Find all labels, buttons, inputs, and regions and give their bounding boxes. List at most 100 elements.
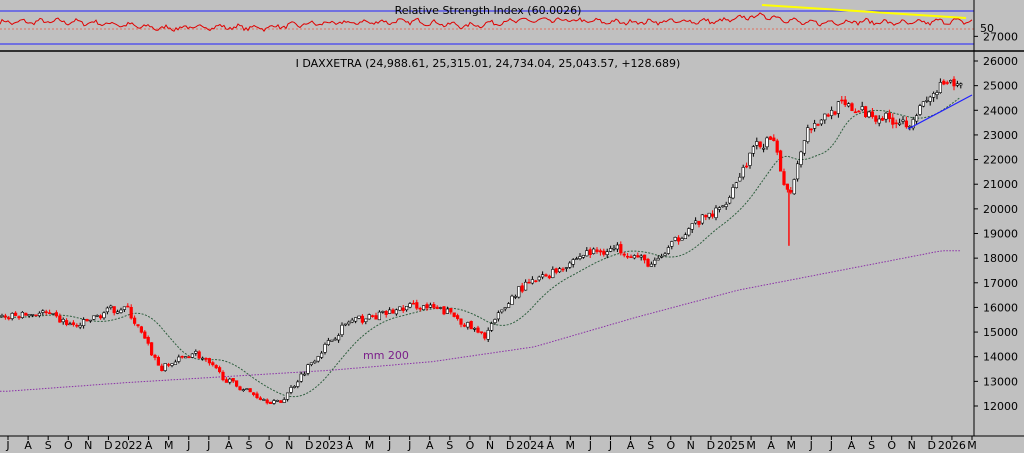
candle-body (897, 122, 902, 125)
candle-body (469, 320, 473, 330)
candle-body (65, 320, 69, 325)
candle-body (659, 255, 664, 258)
candle-body (503, 307, 507, 310)
candle-body (530, 279, 534, 284)
candle-body (693, 220, 698, 224)
candle-body (401, 307, 405, 311)
y-tick-label: 25000 (983, 80, 1018, 93)
candle-body (255, 393, 259, 398)
candle-body (428, 304, 433, 308)
candle-body (88, 319, 92, 322)
rsi-line (0, 12, 973, 32)
ma-200-label: mm 200 (363, 349, 409, 362)
candle-body (126, 305, 130, 308)
candle-body (642, 254, 647, 261)
candle-body (683, 234, 687, 239)
candle-body (870, 111, 874, 117)
candle-body (629, 256, 633, 259)
candle-body (279, 400, 283, 403)
y-tick-label: 17000 (983, 277, 1018, 290)
candle-body (435, 306, 439, 310)
candle-body (163, 363, 167, 371)
candle-body (41, 310, 45, 313)
candle-body (292, 385, 297, 388)
candle-body (707, 212, 711, 218)
x-tick-label: J (5, 439, 9, 452)
candle-body (602, 250, 606, 255)
y-tick-label: 21000 (983, 178, 1018, 191)
candles-layer (0, 76, 963, 405)
candle-body (119, 309, 123, 313)
candle-body (272, 400, 276, 404)
x-tick-label: M (967, 439, 977, 452)
candle-body (381, 311, 385, 313)
candle-body (374, 315, 378, 320)
candle-body (333, 338, 337, 341)
candle-body (948, 80, 953, 83)
candle-body (853, 111, 857, 114)
candle-body (710, 213, 715, 217)
candle-body (58, 315, 62, 323)
candle-body (34, 314, 38, 317)
candle-body (313, 360, 317, 364)
candle-body (772, 137, 776, 141)
candle-body (778, 150, 783, 172)
y-tick-label: 22000 (983, 154, 1018, 167)
candle-body (472, 327, 477, 330)
candle-body (92, 315, 96, 320)
x-tick-label: D (928, 439, 936, 452)
x-tick-label: O (666, 439, 675, 452)
candle-body (299, 373, 303, 382)
candle-body (765, 137, 769, 148)
candle-body (768, 136, 772, 140)
candle-body (214, 365, 218, 369)
ma-200-line (0, 250, 960, 392)
candle-body (782, 171, 786, 185)
y-tick-label: 24000 (983, 104, 1018, 117)
candle-body (14, 312, 18, 316)
candle-body (95, 315, 99, 317)
y-tick-label: 26000 (983, 55, 1018, 68)
candle-body (3, 315, 7, 318)
candle-body (394, 309, 399, 315)
candle-body (350, 319, 354, 323)
candle-body (150, 342, 154, 356)
x-tick-label: N (908, 439, 916, 452)
candle-body (231, 377, 235, 382)
candle-body (306, 364, 310, 374)
x-tick-label: J (829, 439, 833, 452)
candle-body (238, 386, 242, 391)
candle-body (547, 275, 551, 279)
candle-body (880, 118, 885, 121)
candle-body (863, 106, 868, 117)
candle-body (340, 324, 344, 336)
x-axis-ticks: J A S O N D 2022 A M J J A S O N D 2023 A M J J A S O N D 2024 A M J J… (5, 436, 977, 452)
candle-body (24, 312, 28, 316)
candle-body (557, 268, 562, 273)
candle-body (160, 365, 164, 371)
candle-body (789, 190, 793, 193)
candle-body (173, 361, 178, 365)
candle-body (197, 351, 201, 359)
x-tick-label: J (608, 439, 612, 452)
candle-body (61, 318, 65, 323)
x-tick-label: J (206, 439, 210, 452)
candle-body (595, 249, 599, 252)
candle-body (68, 323, 72, 326)
candle-body (585, 250, 589, 257)
candle-body (316, 356, 320, 362)
candle-body (625, 255, 630, 258)
y-tick-label: 20000 (983, 203, 1018, 216)
x-tick-label: A (24, 439, 32, 452)
x-tick-label: J (387, 439, 391, 452)
candle-body (326, 340, 331, 345)
candle-body (656, 257, 660, 261)
candle-body (588, 249, 592, 256)
candle-body (598, 250, 602, 253)
candle-body (925, 100, 929, 102)
candle-body (218, 367, 222, 373)
candle-body (116, 311, 120, 314)
candle-body (143, 331, 147, 339)
candle-body (30, 314, 35, 316)
candle-body (884, 112, 888, 120)
